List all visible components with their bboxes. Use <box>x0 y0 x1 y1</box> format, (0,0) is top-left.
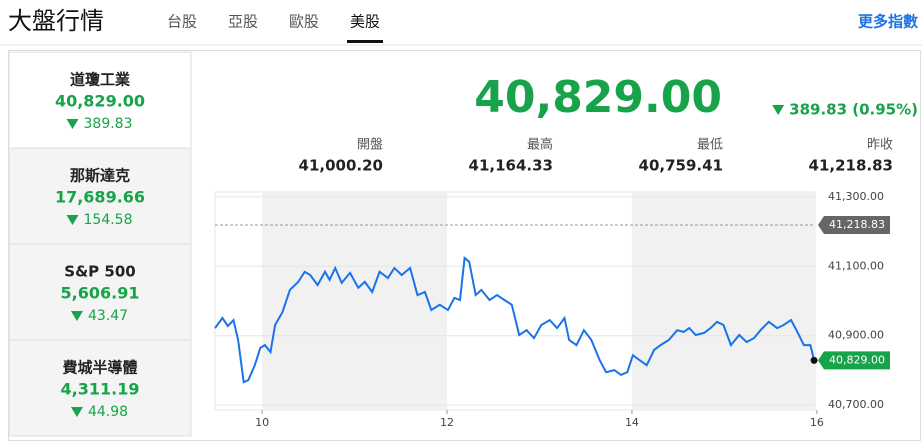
index-value: 17,689.66 <box>55 188 145 207</box>
tab[interactable]: 台股 <box>167 13 197 31</box>
index-change: 44.98 <box>88 404 128 420</box>
stat-label: 開盤 <box>357 138 383 153</box>
tab-underline <box>347 40 383 43</box>
last-label: 40,829.00 <box>829 353 885 366</box>
y-tick-label: 40,900.00 <box>828 329 884 342</box>
down-arrow <box>66 119 79 129</box>
tab[interactable]: 歐股 <box>289 13 319 31</box>
more-link[interactable]: 更多指數 <box>858 13 918 31</box>
index-name: 費城半導體 <box>62 359 137 377</box>
tab[interactable]: 美股 <box>350 13 380 31</box>
index-change: 389.83 <box>84 116 133 132</box>
price: 40,829.00 <box>474 72 722 123</box>
reference-label: 41,218.83 <box>829 218 885 231</box>
index-name: S&P 500 <box>64 263 135 281</box>
index-change: 43.47 <box>88 308 128 324</box>
x-tick-label: 16 <box>810 416 824 429</box>
index-name: 道瓊工業 <box>70 71 131 89</box>
stat-value: 40,759.41 <box>639 157 723 175</box>
index-item[interactable] <box>8 147 192 245</box>
last-tag <box>818 351 890 370</box>
index-change: 154.58 <box>84 212 133 228</box>
price-line <box>214 256 816 384</box>
price-change: 389.83 (0.95%) <box>789 101 918 119</box>
y-tick-label: 41,300.00 <box>828 190 884 203</box>
day-band <box>262 192 448 410</box>
stat-value: 41,000.20 <box>299 157 383 175</box>
stat-label: 昨收 <box>867 138 893 153</box>
stat-value: 41,164.33 <box>469 157 553 175</box>
x-tick-label: 14 <box>625 416 639 429</box>
index-name: 那斯達克 <box>70 167 130 185</box>
y-tick-label: 40,700.00 <box>828 398 884 411</box>
x-tick-label: 12 <box>440 416 454 429</box>
down-arrow <box>772 105 785 115</box>
index-value: 40,829.00 <box>55 92 145 111</box>
index-item[interactable] <box>8 339 192 437</box>
title: 大盤行情 <box>8 7 104 35</box>
stat-label: 最高 <box>527 137 553 153</box>
index-value: 4,311.19 <box>61 380 140 399</box>
tab[interactable]: 亞股 <box>228 13 258 31</box>
index-item[interactable] <box>8 243 192 341</box>
last-point <box>810 356 818 364</box>
x-tick-label: 10 <box>255 416 269 429</box>
down-arrow <box>66 215 79 225</box>
index-value: 5,606.91 <box>61 284 140 303</box>
stat-value: 41,218.83 <box>809 157 893 175</box>
day-band <box>631 192 815 410</box>
reference-tag <box>818 216 890 235</box>
down-arrow <box>70 311 83 321</box>
down-arrow <box>70 407 83 417</box>
y-tick-label: 41,100.00 <box>828 259 884 272</box>
index-item[interactable] <box>8 51 192 149</box>
stat-label: 最低 <box>697 138 723 153</box>
